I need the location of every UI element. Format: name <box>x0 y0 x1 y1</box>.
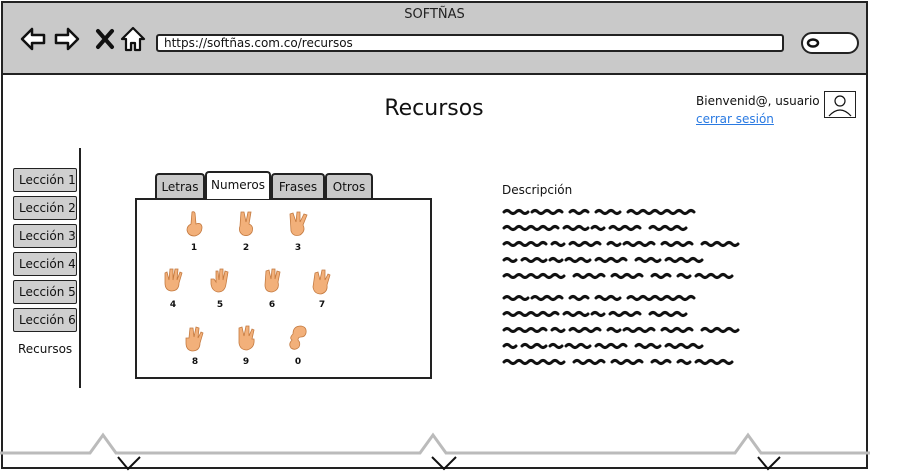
hand-sign-icon <box>289 325 307 350</box>
hand-sign-icon <box>312 269 331 295</box>
hand-sign-icon <box>164 268 183 292</box>
hand-sign-icon <box>210 268 229 293</box>
address-bar[interactable]: https://softñas.com.co/recursos <box>156 34 784 52</box>
logout-link[interactable]: cerrar sesión <box>696 112 774 126</box>
sidebar-item-recursos[interactable]: Recursos <box>13 338 77 362</box>
description-text-placeholder <box>502 209 740 365</box>
back-icon[interactable] <box>19 25 47 53</box>
browser-chrome: SOFTÑAS https://softñas.com.co/recursos <box>3 3 866 75</box>
hand-sign-icon <box>185 326 204 352</box>
hand-sign-icon <box>238 325 255 351</box>
sign-0[interactable]: 0 <box>283 324 313 367</box>
numbers-panel: 1 2 3 4 5 6 7 8 <box>135 198 432 379</box>
welcome-text: Bienvenid@, usuario <box>696 94 820 108</box>
sign-7[interactable]: 7 <box>307 267 337 310</box>
page-title: Recursos <box>384 96 484 121</box>
tab-otros[interactable]: Otros <box>325 173 373 199</box>
sidebar-item-leccion-6[interactable]: Lección 6 <box>13 308 77 332</box>
sign-2[interactable]: 2 <box>231 210 261 253</box>
search-icon <box>806 38 820 48</box>
window-title: SOFTÑAS <box>404 7 465 22</box>
user-avatar-icon[interactable] <box>824 91 856 118</box>
sidebar-item-leccion-4[interactable]: Lección 4 <box>13 252 77 276</box>
hand-sign-icon <box>186 211 203 237</box>
tab-letras[interactable]: Letras <box>155 173 205 199</box>
sidebar-item-leccion-2[interactable]: Lección 2 <box>13 196 77 220</box>
sign-4[interactable]: 4 <box>158 267 188 310</box>
search-box[interactable] <box>801 32 859 54</box>
hand-sign-icon <box>239 211 253 236</box>
forward-icon[interactable] <box>53 25 81 53</box>
tab-numeros[interactable]: Numeros <box>205 171 271 199</box>
hand-sign-icon <box>289 211 308 236</box>
description-label: Descripción <box>502 183 573 197</box>
sidebar-rail <box>79 148 81 388</box>
sign-1[interactable]: 1 <box>179 210 209 253</box>
sidebar-item-leccion-5[interactable]: Lección 5 <box>13 280 77 304</box>
sign-6[interactable]: 6 <box>257 267 287 310</box>
hand-sign-icon <box>264 268 281 293</box>
tab-frases[interactable]: Frases <box>271 173 325 199</box>
home-icon[interactable] <box>119 25 147 53</box>
close-icon[interactable] <box>91 25 119 53</box>
sidebar: Lección 1 Lección 2 Lección 3 Lección 4 … <box>13 168 79 366</box>
torn-page-edge <box>0 432 870 471</box>
sign-3[interactable]: 3 <box>283 210 313 253</box>
browser-window: SOFTÑAS https://softñas.com.co/recursos … <box>1 1 868 469</box>
sign-5[interactable]: 5 <box>205 267 235 310</box>
sidebar-item-leccion-1[interactable]: Lección 1 <box>13 168 77 192</box>
sign-8[interactable]: 8 <box>180 324 210 367</box>
sidebar-item-leccion-3[interactable]: Lección 3 <box>13 224 77 248</box>
sign-9[interactable]: 9 <box>231 324 261 367</box>
